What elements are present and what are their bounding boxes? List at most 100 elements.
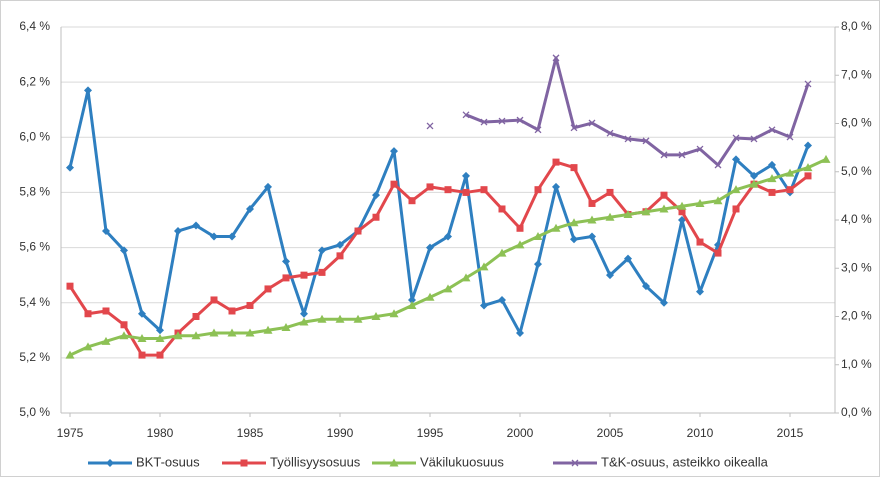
x-tick-label: 2015	[777, 426, 804, 440]
marker	[714, 249, 722, 257]
marker	[191, 331, 201, 340]
marker	[498, 205, 506, 213]
marker	[192, 313, 200, 320]
marker	[462, 111, 470, 119]
y2-tick-label: 3,0 %	[841, 260, 872, 274]
marker	[263, 325, 273, 334]
marker	[173, 331, 183, 340]
x-tick-label: 1990	[327, 426, 354, 440]
marker	[138, 351, 146, 359]
marker	[318, 246, 326, 255]
marker	[695, 198, 705, 207]
y-tick-label: 6,2 %	[19, 74, 50, 88]
marker	[300, 309, 308, 318]
marker	[606, 188, 614, 196]
marker	[768, 160, 776, 169]
marker	[84, 86, 92, 95]
y2-tick-label: 6,0 %	[841, 116, 872, 130]
marker	[768, 188, 776, 196]
marker	[137, 334, 147, 343]
marker	[408, 295, 416, 304]
marker	[480, 301, 488, 310]
x-tick-label: 1985	[237, 426, 264, 440]
x-tick-label: 1980	[147, 426, 174, 440]
y2-tick-label: 0,0 %	[841, 405, 872, 419]
marker	[570, 235, 578, 244]
marker	[425, 292, 435, 301]
marker	[443, 284, 453, 293]
marker	[65, 350, 75, 359]
marker	[768, 126, 776, 134]
y-tick-label: 6,4 %	[19, 19, 50, 33]
marker	[696, 287, 704, 296]
marker	[282, 274, 290, 282]
y-tick-label: 5,2 %	[19, 350, 50, 364]
marker	[624, 135, 632, 143]
marker	[713, 196, 723, 205]
marker	[264, 285, 272, 293]
marker	[678, 208, 686, 216]
legend-label: Väkilukuosuus	[420, 454, 504, 469]
marker	[408, 197, 416, 205]
marker	[102, 227, 110, 236]
marker	[605, 212, 615, 221]
marker	[516, 329, 524, 338]
marker	[606, 271, 614, 280]
x-tick-label: 1975	[57, 426, 84, 440]
marker	[240, 459, 248, 467]
marker	[786, 186, 794, 194]
marker	[804, 141, 812, 150]
marker	[515, 240, 525, 249]
marker	[786, 133, 794, 141]
marker	[120, 246, 128, 255]
marker	[588, 119, 596, 127]
marker	[804, 80, 812, 88]
marker	[209, 328, 219, 337]
marker	[677, 201, 687, 210]
marker	[624, 254, 632, 263]
marker	[623, 209, 633, 218]
marker	[426, 122, 434, 130]
marker	[588, 199, 596, 207]
legend-label: BKT-osuus	[136, 454, 200, 469]
marker	[552, 158, 560, 166]
marker	[732, 134, 740, 142]
marker	[83, 342, 93, 351]
y-tick-label: 6,0 %	[19, 129, 50, 143]
marker	[660, 298, 668, 307]
marker	[246, 301, 254, 309]
x-tick-label: 2005	[597, 426, 624, 440]
marker	[462, 188, 470, 196]
marker	[156, 326, 164, 335]
marker	[642, 137, 650, 145]
marker	[318, 268, 326, 276]
marker	[444, 232, 452, 241]
marker	[66, 282, 74, 290]
marker	[371, 312, 381, 320]
x-tick-label: 2010	[687, 426, 714, 440]
marker	[821, 154, 831, 163]
marker	[498, 117, 506, 125]
marker	[534, 260, 542, 269]
marker	[317, 314, 327, 323]
marker	[479, 262, 489, 271]
marker	[281, 323, 291, 332]
marker	[156, 351, 164, 359]
marker	[335, 314, 345, 323]
marker	[804, 172, 812, 180]
marker	[426, 243, 434, 252]
marker	[516, 116, 524, 124]
marker	[264, 182, 272, 191]
y-tick-label: 5,6 %	[19, 240, 50, 254]
marker	[767, 174, 777, 183]
marker	[533, 232, 543, 241]
marker	[372, 191, 380, 200]
marker	[120, 321, 128, 329]
y2-tick-label: 1,0 %	[841, 357, 872, 371]
marker	[84, 310, 92, 318]
marker	[570, 124, 578, 132]
marker	[174, 227, 182, 236]
series-line	[465, 56, 810, 167]
y2-tick-label: 8,0 %	[841, 19, 872, 33]
